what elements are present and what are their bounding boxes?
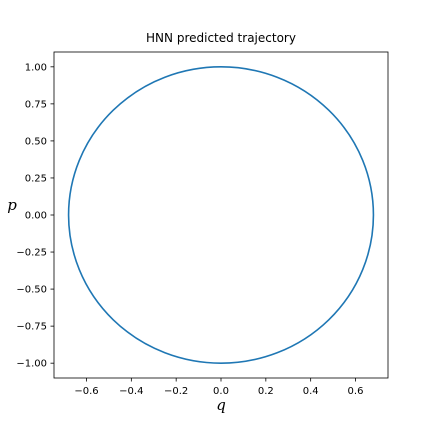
y-tick-label: −0.75 xyxy=(16,322,47,333)
x-axis-ticks: −0.6 −0.4 −0.2 0.0 0.2 0.4 0.6 xyxy=(74,378,363,397)
x-tick-label: 0.6 xyxy=(348,386,364,397)
chart-title: HNN predicted trajectory xyxy=(146,31,296,45)
y-tick-label: −0.50 xyxy=(16,285,47,296)
x-tick-label: −0.2 xyxy=(164,386,188,397)
y-tick-label: 0.00 xyxy=(25,211,47,222)
plot-area xyxy=(67,66,375,364)
x-tick-label: 0.4 xyxy=(303,386,319,397)
x-tick-label: −0.4 xyxy=(119,386,143,397)
x-axis-label: q xyxy=(216,396,226,414)
x-tick-label: −0.6 xyxy=(74,386,98,397)
x-tick-label: 0.2 xyxy=(258,386,274,397)
y-tick-label: 1.00 xyxy=(25,62,47,73)
y-tick-label: 0.50 xyxy=(25,136,47,147)
y-tick-label: −0.25 xyxy=(16,248,47,259)
y-axis-label: p xyxy=(7,196,17,214)
y-axis-ticks: −1.00 −0.75 −0.50 −0.25 0.00 0.25 0.50 0.75 1.00 xyxy=(16,62,54,370)
axes-frame xyxy=(53,51,389,379)
y-tick-label: 0.25 xyxy=(25,173,47,184)
x-tick-label: 0.0 xyxy=(213,386,229,397)
y-tick-label: −1.00 xyxy=(16,359,47,370)
trajectory-series-0 xyxy=(67,66,375,364)
y-tick-label: 0.75 xyxy=(25,99,47,110)
